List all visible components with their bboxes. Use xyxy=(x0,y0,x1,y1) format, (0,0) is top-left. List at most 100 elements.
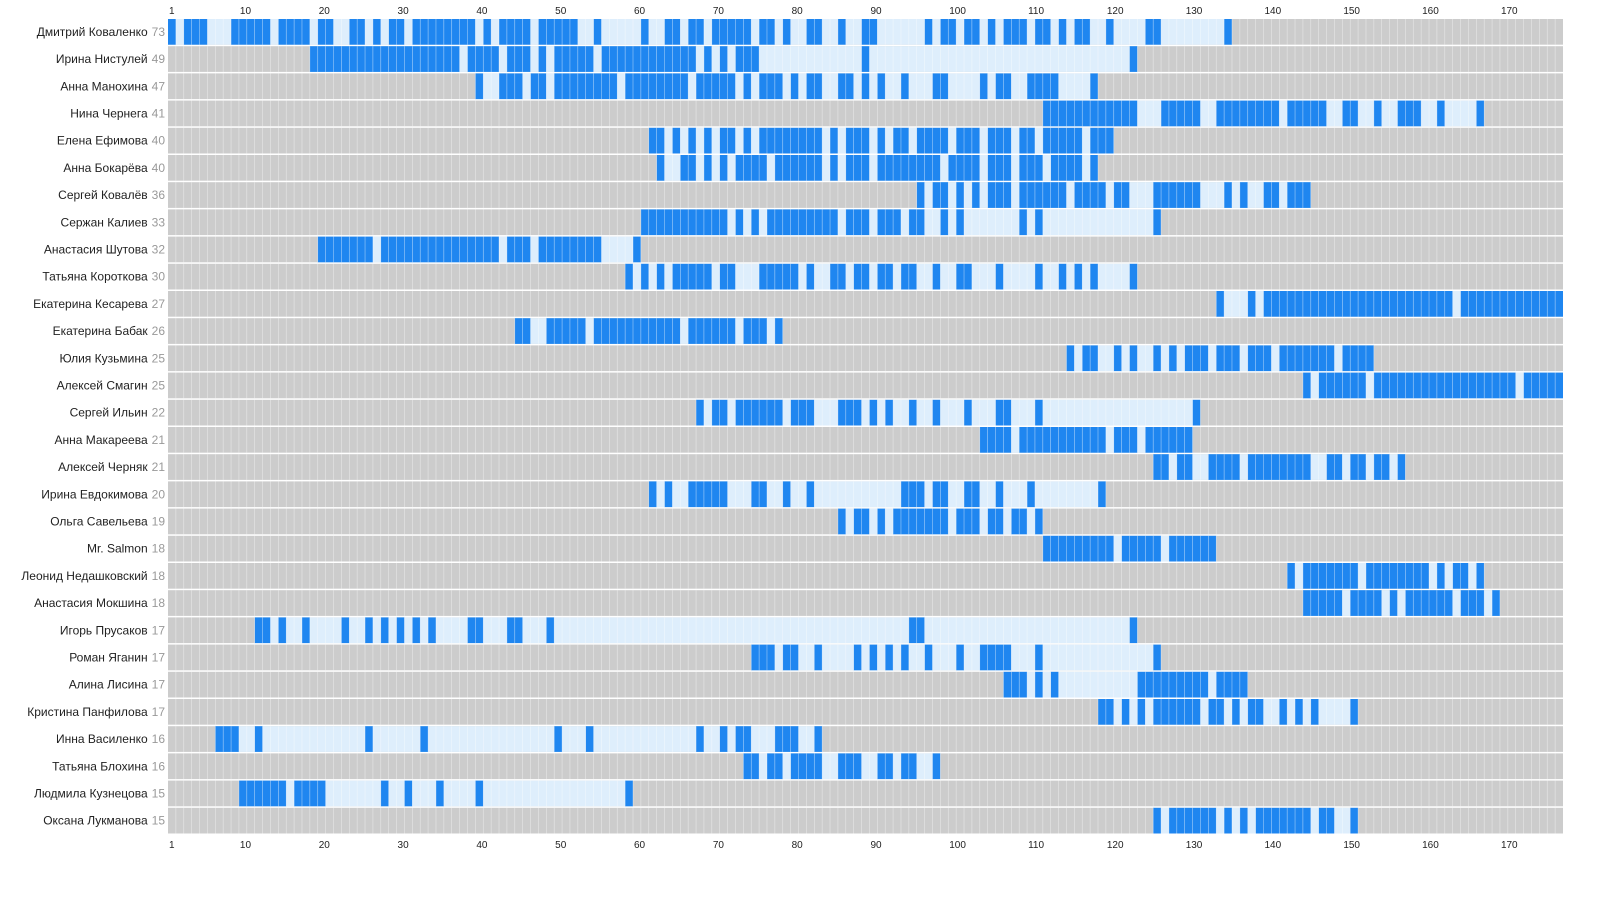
present-cell xyxy=(964,481,972,508)
present-cell xyxy=(987,19,996,45)
present-cell xyxy=(893,508,901,535)
present-cell xyxy=(246,780,255,807)
present-cell xyxy=(483,46,492,72)
present-cell xyxy=(1161,100,1169,127)
present-cell xyxy=(1531,291,1540,317)
present-cell xyxy=(932,155,941,181)
present-cell xyxy=(1531,372,1540,399)
present-cell xyxy=(877,73,886,100)
present-cell xyxy=(932,127,941,154)
present-cell xyxy=(648,481,657,508)
present-cell xyxy=(1113,345,1122,372)
present-cell xyxy=(538,236,547,263)
present-cell xyxy=(790,753,799,780)
present-cell xyxy=(877,508,886,535)
present-cell xyxy=(1105,535,1114,562)
present-cell xyxy=(1153,807,1162,834)
present-cell xyxy=(1153,535,1162,562)
present-cell xyxy=(672,209,681,236)
present-cell xyxy=(1302,182,1311,208)
present-cell xyxy=(1153,671,1162,698)
present-cell xyxy=(1523,372,1532,399)
present-cell xyxy=(845,127,854,154)
present-cell xyxy=(1003,127,1012,154)
present-cell xyxy=(1184,182,1193,208)
present-cell xyxy=(932,182,941,208)
present-cell xyxy=(1129,535,1138,562)
present-cell xyxy=(1231,454,1240,480)
present-cell xyxy=(790,644,799,671)
present-cell xyxy=(1208,535,1217,562)
present-cell xyxy=(656,209,665,236)
present-cell xyxy=(1105,699,1114,725)
present-cell xyxy=(751,481,760,508)
column-separators xyxy=(175,726,1556,752)
present-cell xyxy=(1034,19,1043,45)
present-cell xyxy=(995,155,1004,181)
employee-count: 19 xyxy=(152,514,166,528)
present-cell xyxy=(782,481,791,508)
present-cell xyxy=(885,399,894,426)
present-cell xyxy=(956,263,965,290)
present-cell xyxy=(262,780,271,807)
present-cell xyxy=(971,481,980,508)
present-cell xyxy=(325,19,334,45)
present-cell xyxy=(877,753,886,780)
employee-count: 16 xyxy=(152,732,166,746)
present-cell xyxy=(743,399,752,426)
present-cell xyxy=(1034,671,1043,698)
present-cell xyxy=(1113,182,1122,208)
present-cell xyxy=(215,726,224,752)
present-cell xyxy=(1476,590,1485,616)
present-cell xyxy=(278,19,287,45)
present-cell xyxy=(554,726,563,752)
present-cell xyxy=(853,644,862,671)
present-cell xyxy=(1358,291,1366,317)
present-cell xyxy=(1058,19,1067,45)
present-cell xyxy=(774,209,783,236)
present-cell xyxy=(908,209,917,236)
present-cell xyxy=(766,753,775,780)
present-cell xyxy=(231,726,239,752)
present-cell xyxy=(1216,100,1225,127)
present-cell xyxy=(1176,427,1185,453)
present-cell xyxy=(1326,454,1335,480)
present-cell xyxy=(719,726,728,752)
present-cell xyxy=(1105,100,1114,127)
present-cell xyxy=(727,127,736,154)
employee-name: Алексей Смагин xyxy=(57,378,148,392)
present-cell xyxy=(853,508,862,535)
present-cell xyxy=(640,19,649,45)
present-cell xyxy=(1365,291,1374,317)
present-cell xyxy=(719,209,728,236)
present-cell xyxy=(1255,454,1264,480)
present-cell xyxy=(317,19,326,45)
present-cell xyxy=(554,236,563,263)
present-cell xyxy=(735,209,744,236)
present-cell xyxy=(1405,590,1414,616)
present-cell xyxy=(1405,372,1414,399)
present-cell xyxy=(861,508,870,535)
present-cell xyxy=(759,263,767,290)
present-cell xyxy=(853,399,862,426)
present-cell xyxy=(924,19,933,45)
present-cell xyxy=(514,19,523,45)
present-cell xyxy=(640,209,649,236)
present-cell xyxy=(1279,454,1288,480)
row-label: Леонид Недашковский 18 xyxy=(21,569,165,583)
present-cell xyxy=(656,318,665,344)
present-cell xyxy=(1003,399,1012,426)
present-cell xyxy=(790,399,799,426)
row-label: Ирина Евдокимова 20 xyxy=(41,487,165,501)
x-tick-label: 80 xyxy=(792,6,804,17)
present-cell xyxy=(1050,100,1059,127)
present-cell xyxy=(1295,699,1303,725)
present-cell xyxy=(1381,291,1390,317)
x-tick-label: 60 xyxy=(634,6,646,17)
present-cell xyxy=(1310,699,1319,725)
present-cell xyxy=(688,318,697,344)
present-cell xyxy=(751,46,760,72)
employee-name: Алексей Черняк xyxy=(58,460,148,474)
present-cell xyxy=(1365,563,1374,589)
present-cell xyxy=(648,127,657,154)
